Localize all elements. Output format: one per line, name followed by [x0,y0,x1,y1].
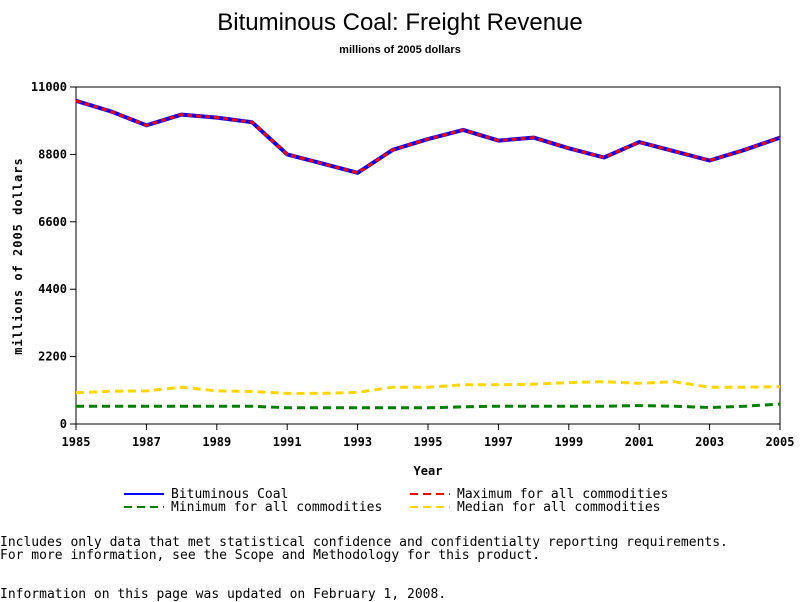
x-tick-label: 1989 [202,435,231,449]
x-tick-label: 2001 [625,435,654,449]
legend-label: Minimum for all commodities [171,500,382,515]
x-tick-label: 1997 [484,435,513,449]
chart-subtitle: millions of 2005 dollars [339,44,461,56]
x-tick-label: 2003 [695,435,724,449]
y-axis: 0 2200 4400 6600 8800 11000 [31,80,76,431]
legend-label: Median for all commodities [457,500,661,515]
y-tick-label: 4400 [38,282,67,296]
series-lines [75,98,781,410]
series-line-1 [75,98,781,175]
y-tick-label: 2200 [38,350,67,364]
x-tick-label: 1993 [343,435,372,449]
x-tick-label: 2005 [766,435,795,449]
x-axis-label: Year [414,464,443,478]
chart-title: Bituminous Coal: Freight Revenue [217,9,583,36]
series-line-2 [75,99,781,175]
legend-label: Bituminous Coal [171,487,288,502]
footnote-methodology: For more information, see the Scope and … [0,548,541,563]
legend: Bituminous Coal Maximum for all commoditi… [124,487,668,515]
x-tick-label: 1995 [414,435,443,449]
y-tick-label: 6600 [38,215,67,229]
footnote-updated: Information on this page was updated on … [0,587,447,602]
x-axis: 1985 1987 1989 1991 1993 1995 1997 1999 2001 2003… [62,424,795,449]
y-tick-label: 8800 [38,147,67,161]
series-line-4 [75,380,781,395]
footnote-confidence: Includes only data that met statistical … [0,535,728,550]
y-axis-label: millions of 2005 dollars [11,157,25,354]
x-tick-label: 1991 [273,435,302,449]
x-tick-label: 1999 [554,435,583,449]
legend-label: Maximum for all commodities [457,487,668,502]
y-tick-label: 11000 [31,80,67,94]
x-tick-label: 1987 [132,435,161,449]
x-tick-label: 1985 [62,435,91,449]
y-tick-label: 0 [60,417,67,431]
series-line-3 [76,402,781,410]
